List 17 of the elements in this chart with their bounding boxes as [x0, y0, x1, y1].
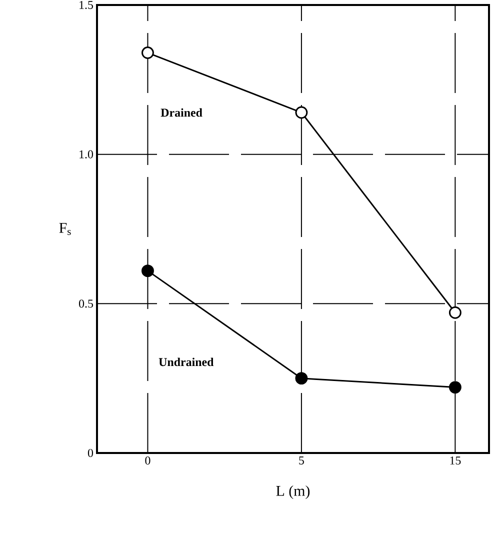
y-tick-label: 1.0 — [80, 150, 94, 158]
y-tick-label: 0.5 — [78, 300, 94, 308]
x-tick-label: 15 — [450, 456, 461, 465]
y-axis-title: F$_{s}$ — [59, 222, 71, 236]
text: Undrained — [158, 358, 214, 366]
point — [295, 372, 308, 385]
x-tick-label: 5 — [299, 456, 304, 464]
y-tick-label: 0 — [88, 448, 94, 458]
text: Drained — [160, 108, 202, 117]
point — [295, 106, 308, 119]
point — [448, 306, 462, 319]
y-tick-label: 1.5 — [80, 0, 94, 10]
point — [142, 46, 154, 60]
point — [448, 381, 462, 394]
point — [142, 264, 154, 278]
x-axis-title: L (m) — [276, 485, 310, 499]
x-tick-label: 0 — [145, 456, 150, 465]
